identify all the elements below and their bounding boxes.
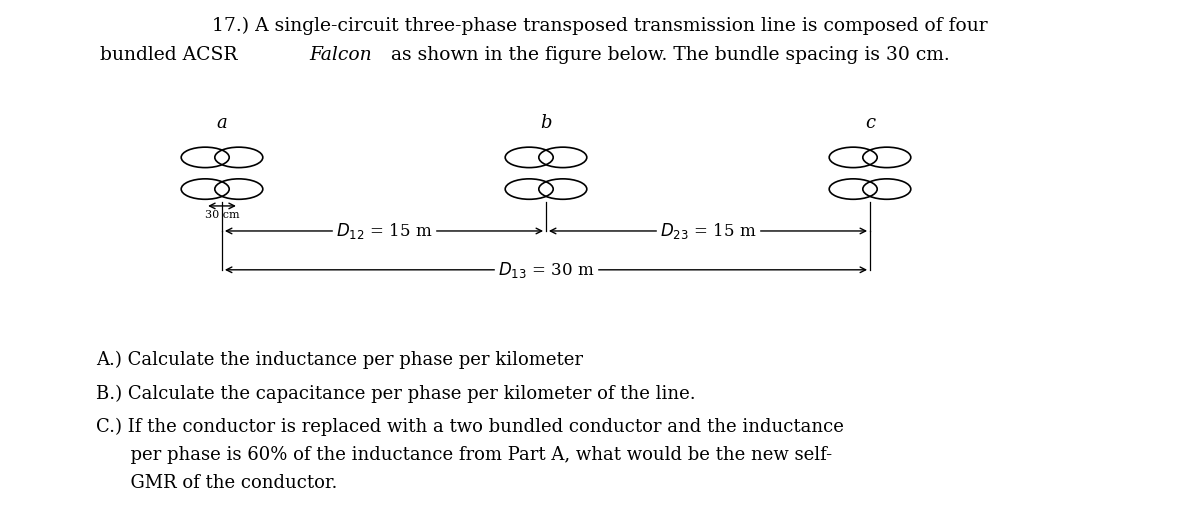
Text: $D_{12}$ = 15 m: $D_{12}$ = 15 m bbox=[336, 221, 432, 241]
Text: c: c bbox=[865, 113, 875, 132]
Text: bundled ACSR: bundled ACSR bbox=[100, 45, 244, 64]
Text: B.) Calculate the capacitance per phase per kilometer of the line.: B.) Calculate the capacitance per phase … bbox=[96, 384, 696, 403]
Text: a: a bbox=[217, 113, 227, 132]
Text: 30 cm: 30 cm bbox=[205, 210, 239, 220]
Text: $D_{13}$ = 30 m: $D_{13}$ = 30 m bbox=[498, 260, 594, 280]
Text: 17.) A single-circuit three-phase transposed transmission line is composed of fo: 17.) A single-circuit three-phase transp… bbox=[212, 16, 988, 35]
Text: $D_{23}$ = 15 m: $D_{23}$ = 15 m bbox=[660, 221, 756, 241]
Text: A.) Calculate the inductance per phase per kilometer: A.) Calculate the inductance per phase p… bbox=[96, 351, 583, 369]
Text: C.) If the conductor is replaced with a two bundled conductor and the inductance: C.) If the conductor is replaced with a … bbox=[96, 417, 844, 436]
Text: per phase is 60% of the inductance from Part A, what would be the new self-: per phase is 60% of the inductance from … bbox=[96, 446, 832, 464]
Text: as shown in the figure below. The bundle spacing is 30 cm.: as shown in the figure below. The bundle… bbox=[385, 45, 950, 64]
Text: GMR of the conductor.: GMR of the conductor. bbox=[96, 474, 337, 492]
Text: b: b bbox=[540, 113, 552, 132]
Text: Falcon: Falcon bbox=[310, 45, 372, 64]
